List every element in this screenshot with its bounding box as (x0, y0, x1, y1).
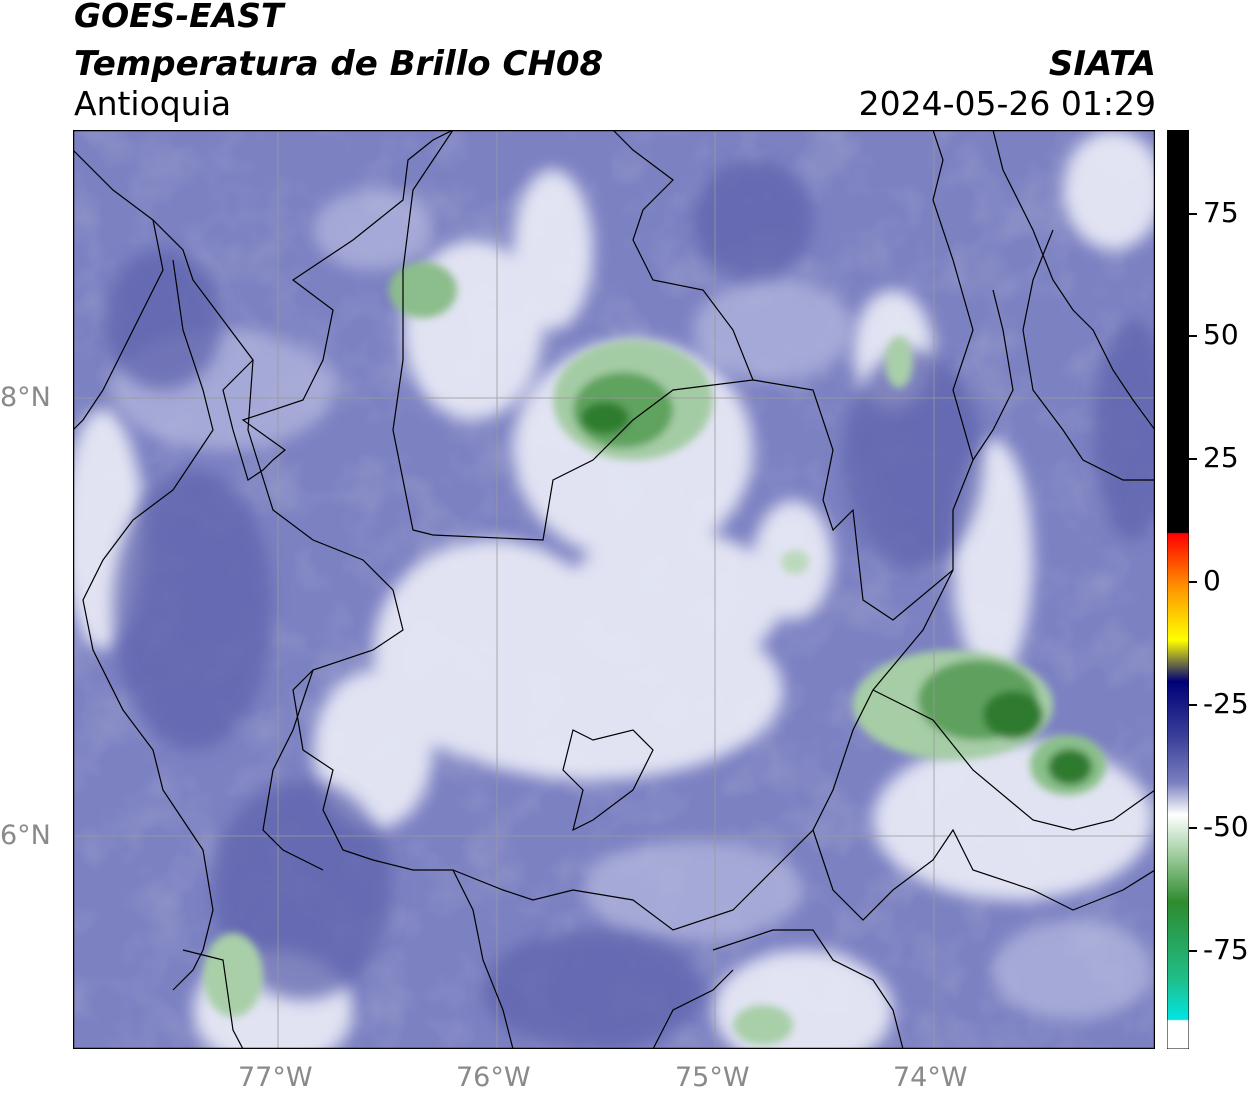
colorbar-tick-label: -75 (1203, 932, 1249, 966)
product-title: Temperatura de Brillo CH08 (74, 44, 604, 84)
colorbar-tick (1189, 212, 1197, 215)
colorbar (1167, 130, 1189, 1049)
colorbar-tick (1189, 949, 1197, 952)
region-label: Antioquia (74, 84, 232, 123)
colorbar-tick-label: -50 (1203, 809, 1249, 843)
colorbar-tick-label: 50 (1203, 318, 1239, 352)
cold-cloud-tops (203, 262, 1106, 1045)
lon-label-76w: 76°W (456, 1062, 531, 1093)
gridlines (73, 130, 1155, 1049)
datetime-label: 2024-05-26 01:29 (858, 84, 1156, 123)
colorbar-gradient (1167, 130, 1189, 1049)
lon-label-77w: 77°W (238, 1062, 313, 1093)
lat-label-8n: 8°N (0, 382, 51, 413)
colorbar-tick-label: 0 (1203, 564, 1221, 598)
map-frame (73, 130, 1155, 1049)
colorbar-tick (1189, 581, 1197, 584)
satellite-title: GOES-EAST (74, 0, 284, 35)
colorbar-tick-label: -25 (1203, 686, 1249, 720)
colorbar-tick-label: 75 (1203, 195, 1239, 229)
organization-label: SIATA (1048, 44, 1156, 84)
brightness-temperature-map (73, 130, 1155, 1049)
dark-regions (103, 160, 1155, 1049)
colorbar-tick (1189, 335, 1197, 338)
lon-label-75w: 75°W (675, 1062, 750, 1093)
lat-label-6n: 6°N (0, 820, 51, 851)
colorbar-tick-label: 25 (1203, 441, 1239, 475)
lon-label-74w: 74°W (893, 1062, 968, 1093)
colorbar-tick (1189, 703, 1197, 706)
colorbar-tick (1189, 458, 1197, 461)
colorbar-tick (1189, 826, 1197, 829)
boundaries (73, 130, 1155, 1049)
